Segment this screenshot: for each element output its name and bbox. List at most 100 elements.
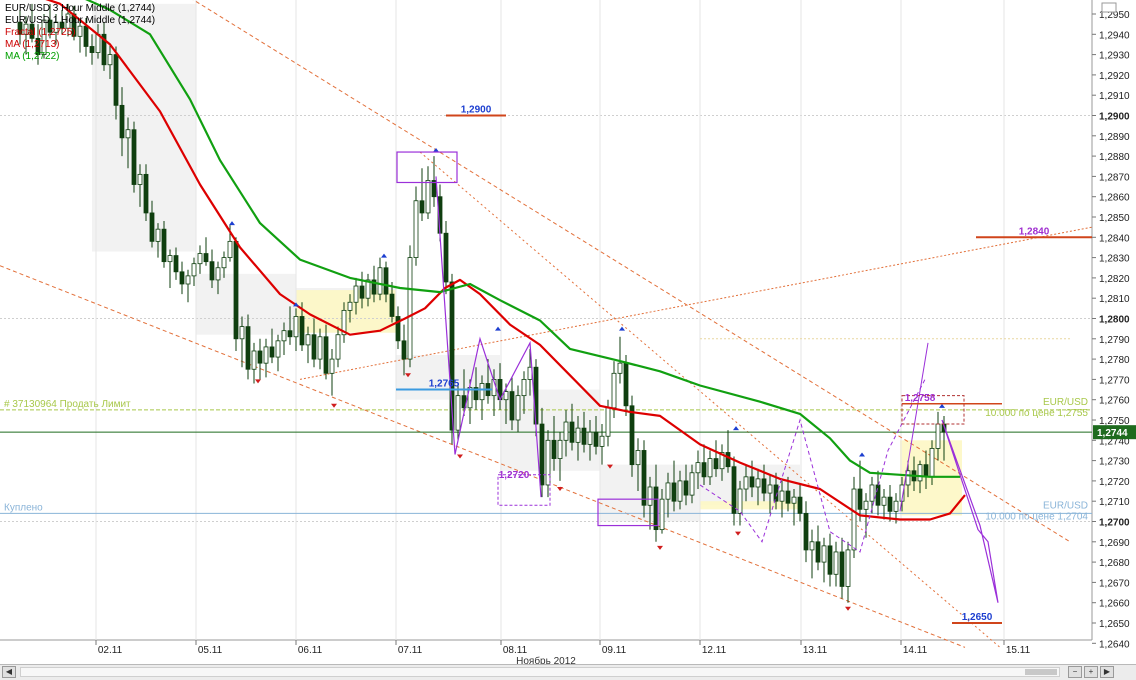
candle-body[interactable] <box>209 261 215 281</box>
candle-body[interactable] <box>347 301 353 311</box>
trend-line[interactable] <box>419 151 1001 648</box>
candle-body[interactable] <box>191 263 197 277</box>
trend-line[interactable] <box>0 265 966 648</box>
candle-body[interactable] <box>65 13 71 29</box>
candle-body[interactable] <box>869 484 875 502</box>
candle-body[interactable] <box>713 458 719 470</box>
scrollbar-thumb[interactable] <box>1025 669 1057 675</box>
candle-body[interactable] <box>419 200 425 214</box>
candle-body[interactable] <box>725 452 731 468</box>
mid-zone-box[interactable] <box>497 474 551 506</box>
candle-body[interactable] <box>17 21 23 35</box>
candle-body[interactable] <box>155 228 161 242</box>
candle-body[interactable] <box>47 19 53 33</box>
candle-body[interactable] <box>761 478 767 494</box>
candle-body[interactable] <box>281 330 287 342</box>
candle-body[interactable] <box>749 476 755 488</box>
candle-body[interactable] <box>377 267 383 295</box>
candle-body[interactable] <box>545 439 551 486</box>
candle-body[interactable] <box>593 431 599 447</box>
candle-body[interactable] <box>929 448 935 478</box>
candle-body[interactable] <box>185 275 191 285</box>
candle-body[interactable] <box>89 46 95 53</box>
candle-body[interactable] <box>323 336 329 374</box>
projection-arrow[interactable] <box>941 419 999 603</box>
candle-body[interactable] <box>305 334 311 346</box>
candle-body[interactable] <box>611 372 617 409</box>
candle-body[interactable] <box>59 21 65 29</box>
projection-up-line[interactable] <box>899 342 929 512</box>
candle-body[interactable] <box>599 435 605 447</box>
candle-body[interactable] <box>617 362 623 374</box>
candle-body[interactable] <box>623 362 629 407</box>
candle-body[interactable] <box>659 498 665 531</box>
candle-body[interactable] <box>101 33 107 66</box>
candle-body[interactable] <box>197 253 203 265</box>
candle-body[interactable] <box>767 484 773 494</box>
candle-body[interactable] <box>845 549 851 587</box>
candle-body[interactable] <box>575 427 581 443</box>
candle-body[interactable] <box>881 496 887 506</box>
candle-body[interactable] <box>743 476 749 490</box>
candle-body[interactable] <box>227 240 233 259</box>
candle-body[interactable] <box>407 257 413 360</box>
candle-body[interactable] <box>83 25 89 47</box>
candle-body[interactable] <box>857 488 863 510</box>
candle-body[interactable] <box>863 500 869 510</box>
candle-body[interactable] <box>875 484 881 506</box>
candle-body[interactable] <box>827 545 833 575</box>
wave-zigzag[interactable] <box>435 176 542 498</box>
candle-body[interactable] <box>167 255 173 263</box>
candle-body[interactable] <box>53 21 59 33</box>
candle-body[interactable] <box>557 439 563 459</box>
candle-body[interactable] <box>581 427 587 445</box>
candle-body[interactable] <box>755 478 761 488</box>
candle-body[interactable] <box>809 541 815 551</box>
trend-line[interactable] <box>190 0 1071 543</box>
candle-body[interactable] <box>521 378 527 397</box>
candle-body[interactable] <box>341 309 347 336</box>
candle-body[interactable] <box>107 54 113 66</box>
candle-body[interactable] <box>335 334 341 360</box>
candle-body[interactable] <box>143 173 149 214</box>
candle-body[interactable] <box>431 180 437 198</box>
candle-body[interactable] <box>329 358 335 374</box>
candle-body[interactable] <box>641 450 647 506</box>
candle-body[interactable] <box>671 482 677 502</box>
candle-body[interactable] <box>935 423 941 449</box>
candle-body[interactable] <box>443 232 449 283</box>
candle-body[interactable] <box>173 255 179 273</box>
candle-body[interactable] <box>893 500 899 512</box>
candle-body[interactable] <box>605 407 611 437</box>
candle-body[interactable] <box>251 350 257 370</box>
candle-body[interactable] <box>479 383 485 401</box>
candle-body[interactable] <box>221 257 227 269</box>
candle-body[interactable] <box>737 488 743 514</box>
candle-body[interactable] <box>515 395 521 421</box>
candle-body[interactable] <box>35 37 41 56</box>
candle-body[interactable] <box>365 279 371 299</box>
candle-body[interactable] <box>917 464 923 482</box>
scroll-left-icon[interactable]: ◀ <box>2 666 16 678</box>
candle-body[interactable] <box>299 316 305 346</box>
candle-body[interactable] <box>449 281 455 431</box>
zoom-in-icon[interactable]: + <box>1084 666 1098 678</box>
candle-body[interactable] <box>29 23 35 39</box>
candle-body[interactable] <box>275 340 281 358</box>
candle-body[interactable] <box>833 551 839 575</box>
candle-body[interactable] <box>425 180 431 214</box>
candle-body[interactable] <box>119 104 125 139</box>
candle-body[interactable] <box>719 452 725 470</box>
candle-body[interactable] <box>77 25 83 37</box>
candle-body[interactable] <box>371 279 377 295</box>
candle-body[interactable] <box>587 431 593 445</box>
candle-body[interactable] <box>563 421 569 441</box>
candle-body[interactable] <box>701 462 707 478</box>
scroll-right-icon[interactable]: ▶ <box>1100 666 1114 678</box>
candle-body[interactable] <box>293 316 299 338</box>
candle-body[interactable] <box>245 326 251 370</box>
trend-line[interactable] <box>299 226 1093 380</box>
candle-body[interactable] <box>551 439 557 459</box>
